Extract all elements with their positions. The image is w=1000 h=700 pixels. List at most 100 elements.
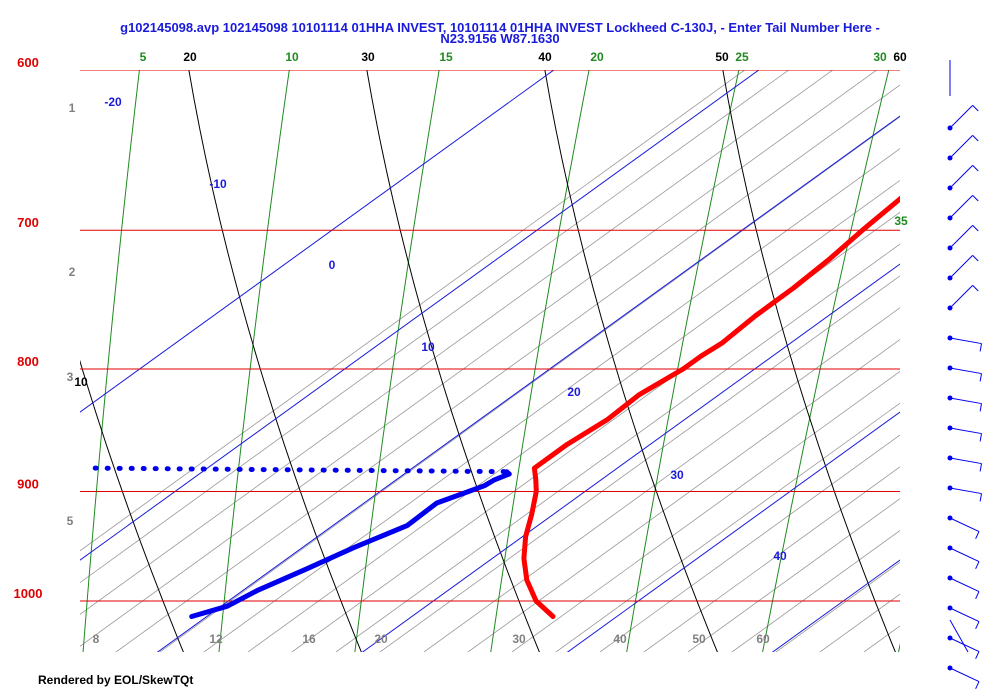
mixing-ratio-line — [467, 339, 900, 652]
mixing-ratio-label: 16 — [302, 632, 316, 646]
isotherm-line — [156, 115, 900, 652]
wind-barb-flag — [972, 255, 979, 262]
wind-barb — [949, 487, 982, 495]
moist-adiabat-label: 20 — [590, 50, 604, 64]
isotherm-line — [771, 559, 900, 652]
isotherm-label: 10 — [421, 340, 435, 354]
isotherm-line — [950, 0, 1000, 672]
dry-adiabat-line — [722, 70, 896, 652]
wind-barb-flag — [975, 651, 980, 659]
dry-adiabat-label: 20 — [183, 50, 197, 64]
moist-adiabat-line — [218, 70, 290, 652]
height-label: 5 — [67, 514, 74, 528]
mixing-ratio-line — [379, 275, 900, 652]
wind-barb — [949, 135, 973, 159]
wind-barb-flag — [972, 165, 979, 172]
mixing-ratio-line — [863, 625, 900, 652]
mixing-ratio-line — [555, 402, 900, 652]
wind-barb-flag — [979, 433, 983, 442]
wind-barb — [949, 165, 973, 189]
wind-barb — [949, 105, 973, 129]
pressure-label: 1000 — [14, 586, 43, 601]
mixing-ratio-line — [80, 70, 790, 584]
mixing-ratio-label: 30 — [512, 632, 526, 646]
mixing-ratio-line — [80, 70, 878, 647]
pressure-label: 700 — [17, 215, 39, 230]
isotherm-label: 40 — [773, 549, 787, 563]
wind-barb — [949, 577, 980, 592]
wind-barb-flag — [979, 493, 983, 502]
isotherm-line — [566, 411, 900, 652]
wind-barb — [949, 619, 969, 653]
dry-adiabat-line — [366, 70, 540, 652]
mixing-ratio-line — [80, 70, 834, 615]
mixing-ratio-line — [115, 84, 900, 652]
dry-adiabat-label: 10 — [74, 375, 88, 389]
mixing-ratio-line — [599, 434, 900, 652]
height-label: 3 — [67, 370, 74, 384]
mixing-ratio-line — [952, 30, 1000, 652]
isotherm-line — [80, 70, 760, 561]
wind-barb-flag — [975, 561, 980, 569]
wind-barb-flag — [979, 343, 983, 352]
height-label: 2 — [69, 265, 76, 279]
wind-barb — [949, 337, 982, 345]
height-label: 1 — [69, 101, 76, 115]
wind-barb — [949, 517, 980, 532]
wind-barb — [949, 285, 973, 309]
mixing-ratio-label: 50 — [692, 632, 706, 646]
wind-barb-flag — [972, 195, 979, 202]
wind-barb — [949, 547, 980, 562]
pressure-label: 900 — [17, 476, 39, 491]
dry-adiabat-label: 50 — [715, 50, 729, 64]
isotherm-label: 0 — [329, 258, 336, 272]
wind-barb-flag — [975, 531, 980, 539]
dry-adiabat-label: 60 — [893, 50, 907, 64]
moist-adiabat-label: 35 — [894, 214, 908, 228]
wind-barb-flag — [979, 463, 983, 472]
isotherm-label: 20 — [567, 385, 581, 399]
moist-adiabat-label: 15 — [439, 50, 453, 64]
dry-adiabat-label: 30 — [361, 50, 375, 64]
wind-barb — [949, 195, 973, 219]
moist-adiabat-label: 10 — [285, 50, 299, 64]
mixing-ratio-line — [511, 370, 900, 652]
mixing-ratio-line — [643, 466, 900, 652]
moist-adiabat-line — [626, 70, 740, 652]
mixing-ratio-label: 20 — [374, 632, 388, 646]
wind-barb — [949, 225, 973, 249]
wind-barb-flag — [979, 403, 983, 412]
dry-adiabat-line — [188, 70, 362, 652]
wind-barb — [949, 397, 982, 405]
moist-adiabat-label: 25 — [735, 50, 749, 64]
dry-adiabat-line — [544, 70, 718, 652]
chart-subtitle: N23.9156 W87.1630 — [440, 31, 560, 46]
wind-barb — [949, 457, 982, 465]
isotherm-label: 30 — [670, 468, 684, 482]
moist-adiabat-line — [490, 70, 590, 652]
mixing-ratio-line — [731, 529, 900, 652]
wind-barb-flag — [972, 285, 979, 292]
mixing-ratio-label: 8 — [93, 632, 100, 646]
wind-barb-flag — [975, 681, 980, 689]
moist-adiabat-label: 5 — [140, 50, 147, 64]
mixing-ratio-line — [159, 116, 900, 652]
wind-barb-flag — [972, 105, 979, 112]
moist-adiabat-line — [898, 642, 900, 652]
mixing-ratio-label: 12 — [209, 632, 223, 646]
wind-barb-flag — [975, 591, 980, 599]
moist-adiabat-line — [762, 70, 890, 652]
mixing-ratio-line — [80, 70, 746, 552]
moist-adiabat-line — [354, 70, 440, 652]
wind-barb — [949, 607, 980, 622]
isotherm-label: -20 — [104, 95, 122, 109]
wind-barb-flag — [972, 135, 979, 142]
dry-adiabat-label: 40 — [538, 50, 552, 64]
mixing-ratio-line — [423, 307, 900, 652]
temperature-trace — [521, 195, 900, 619]
mixing-ratio-line — [247, 179, 900, 652]
wind-barb-flag — [979, 373, 983, 382]
wind-barb — [949, 255, 973, 279]
